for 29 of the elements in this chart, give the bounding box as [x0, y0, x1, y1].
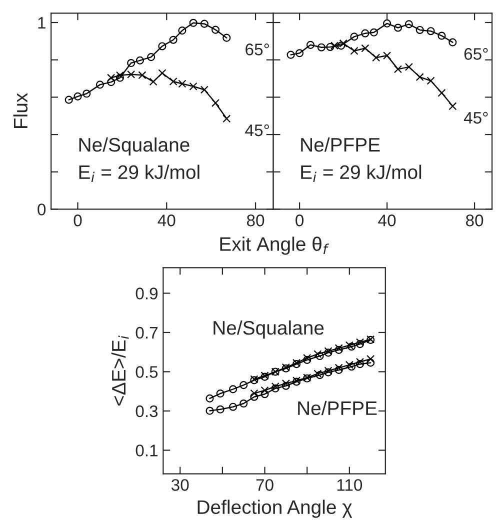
- series-label: 45°: [245, 124, 269, 136]
- y-tick-label: 1: [38, 17, 46, 29]
- x-tick-label: 80: [246, 214, 264, 226]
- x-axis-title: Deflection Angle χ: [198, 500, 352, 518]
- series-label: 45°: [464, 112, 488, 124]
- annotation: Ne/PFPE: [298, 400, 377, 416]
- annotation: Ne/Squalane: [214, 320, 324, 339]
- x-tick-label: 80: [466, 214, 484, 226]
- y-axis-title: <ΔE>/E$_{i}$: [111, 336, 129, 406]
- series-label: 65°: [246, 44, 269, 56]
- y-tick-label: 0.3: [136, 405, 158, 418]
- series-label: 65°: [464, 48, 488, 60]
- x-tick-label: 40: [158, 214, 176, 226]
- x-tick-label: 40: [378, 214, 396, 226]
- annotation: Ne/Squalane: [79, 137, 190, 156]
- annotation: E$_{i}$ = 29 kJ/mol: [79, 164, 200, 182]
- x-axis-title: Exit Angle θ$_{f}$: [220, 236, 330, 255]
- annotation: E$_{i}$ = 29 kJ/mol: [301, 164, 422, 182]
- y-tick-label: 0.9: [136, 288, 158, 300]
- y-tick-label: 0.5: [136, 366, 158, 378]
- x-tick-label: 110: [337, 479, 362, 491]
- x-tick-label: 70: [256, 479, 274, 491]
- y-tick-label: 0.7: [136, 326, 158, 339]
- y-axis-title: Flux: [13, 93, 28, 128]
- x-tick-label: 0: [296, 214, 304, 226]
- x-tick-label: 30: [171, 479, 189, 491]
- y-tick-label: 0.1: [136, 444, 158, 456]
- annotation: Ne/PFPE: [301, 137, 380, 152]
- x-tick-label: 0: [74, 214, 82, 226]
